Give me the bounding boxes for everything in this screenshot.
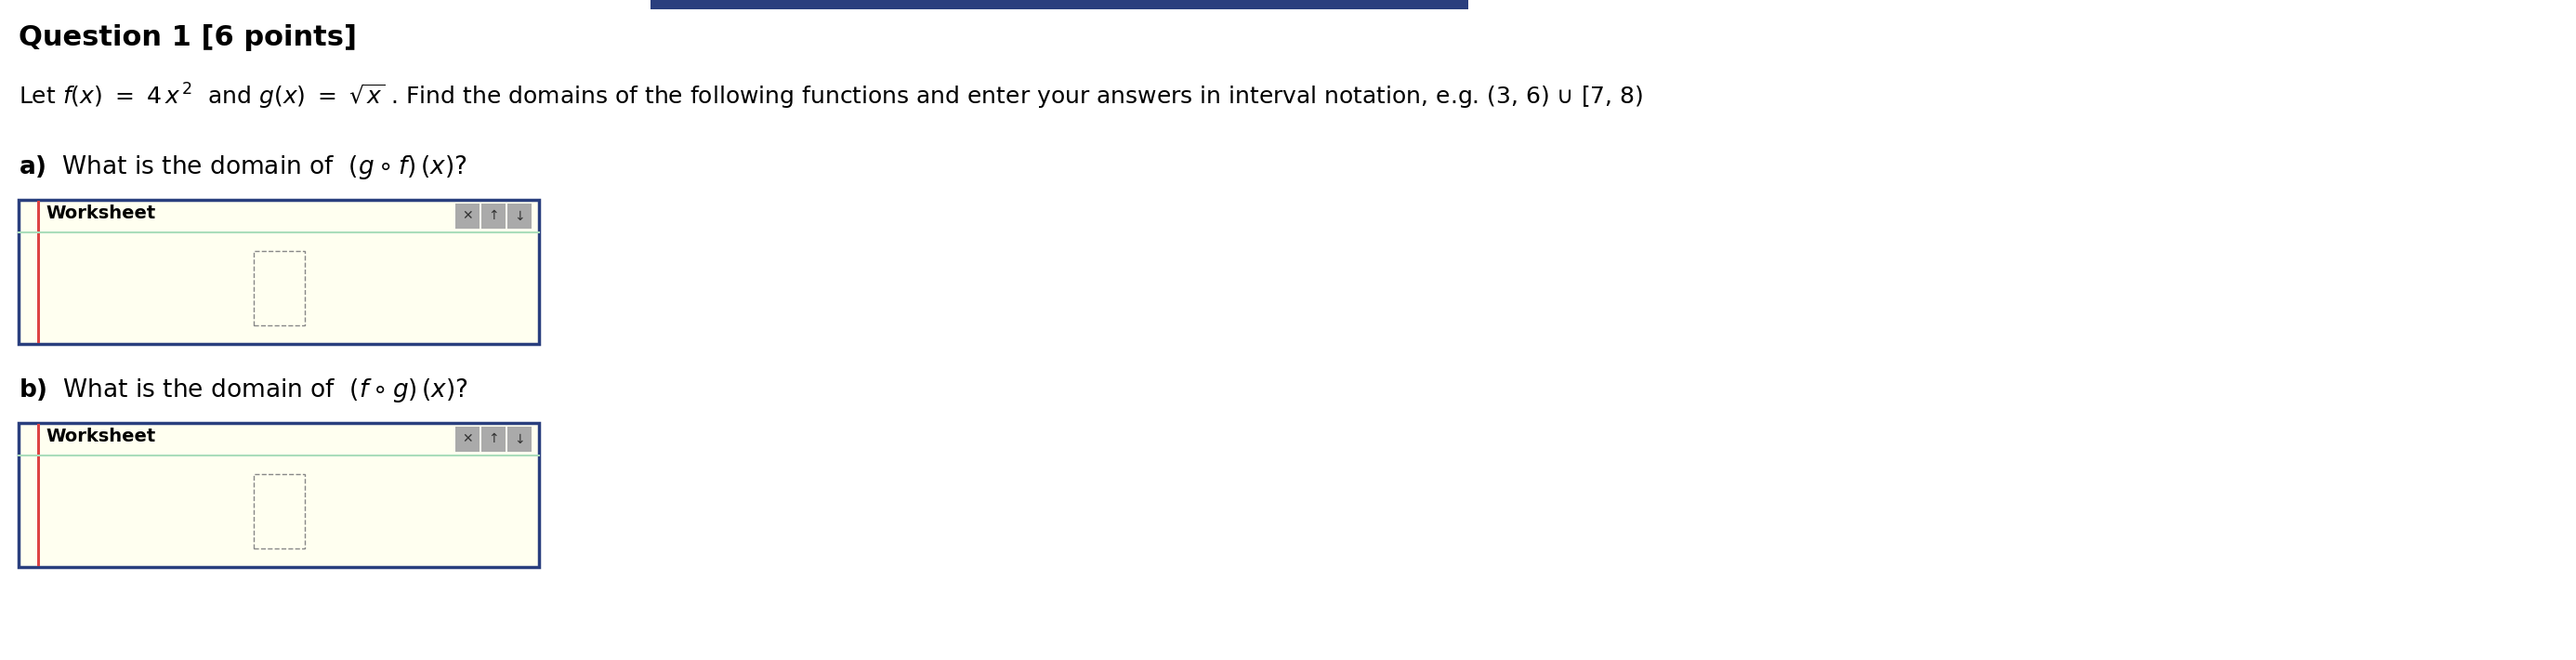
Text: $\mathbf{a)}$  What is the domain of  $(g\circ f)\,(x)$?: $\mathbf{a)}$ What is the domain of $(g\… [18,153,466,182]
Text: Let $f(x)\ =\ 4\,x^{\,2}$  and $g(x)\ =\ \sqrt{x}\ $. Find the domains of the fo: Let $f(x)\ =\ 4\,x^{\,2}$ and $g(x)\ =\ … [18,82,1643,112]
Bar [456,426,479,452]
Bar [507,426,531,452]
Text: ↑: ↑ [487,210,500,222]
Bar [252,474,304,548]
Text: ✕: ✕ [461,210,474,222]
Text: ↓: ↓ [515,210,526,222]
Bar [482,203,505,228]
Text: ↓: ↓ [515,433,526,446]
Bar [18,200,538,344]
Bar [482,426,505,452]
Bar [252,251,304,325]
Bar [18,423,538,567]
Text: Worksheet: Worksheet [46,205,155,222]
Bar [36,424,41,566]
Bar [507,203,531,228]
Bar [652,0,1468,9]
Text: ↑: ↑ [487,433,500,446]
Bar [36,201,41,343]
Text: $\mathbf{b)}$  What is the domain of  $(f\circ g)\,(x)$?: $\mathbf{b)}$ What is the domain of $(f\… [18,376,469,405]
Text: ✕: ✕ [461,433,474,446]
Text: Question 1 [6 points]: Question 1 [6 points] [18,24,358,51]
Text: Worksheet: Worksheet [46,428,155,446]
Bar [456,203,479,228]
